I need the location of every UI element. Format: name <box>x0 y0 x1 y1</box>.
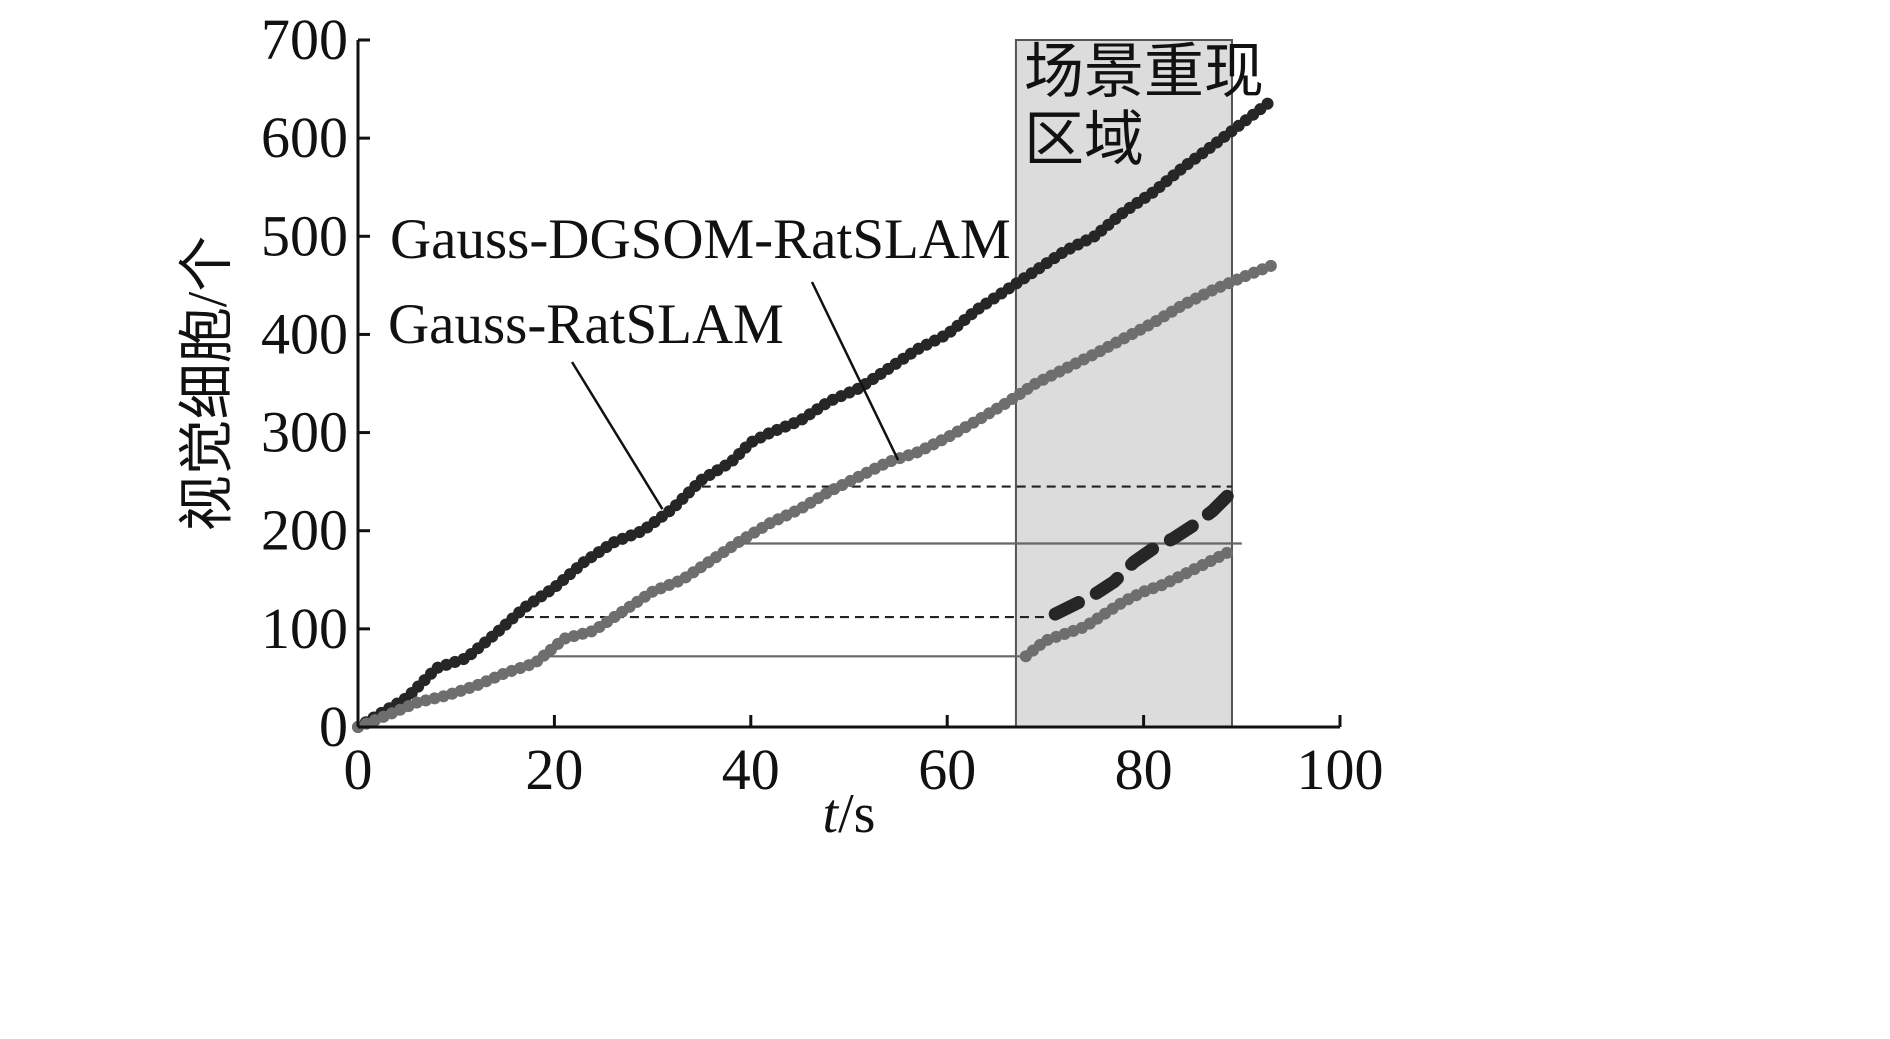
x-tick-label: 80 <box>1115 737 1173 802</box>
region-label-line2: 区域 <box>1024 107 1144 173</box>
y-tick-label: 500 <box>261 203 348 268</box>
series-line-1 <box>352 259 1278 733</box>
y-tick-label: 300 <box>261 400 348 465</box>
annotation-leader-line <box>810 281 900 461</box>
y-axis-title: 视觉细胞/个 <box>177 236 239 532</box>
x-axis-title-var: t <box>823 783 840 845</box>
y-tick-label: 0 <box>319 694 348 759</box>
x-tick-label: 60 <box>918 737 976 802</box>
y-tick-label: 100 <box>261 596 348 661</box>
x-axis-title-unit: /s <box>838 783 875 845</box>
x-tick-label: 20 <box>525 737 583 802</box>
y-tick-label: 200 <box>261 498 348 563</box>
series-group <box>352 94 1278 733</box>
y-tick-label: 400 <box>261 301 348 366</box>
series-line-3 <box>1019 544 1238 663</box>
annotation-leader-line <box>570 361 664 510</box>
y-tick-label: 700 <box>261 7 348 72</box>
reference-lines <box>524 485 1242 658</box>
series-annotation-label: Gauss-DGSOM-RatSLAM <box>390 208 1011 271</box>
axis-ticks: 0 20 40 60 80 100 0 100 200 300 400 500 600 700 <box>261 7 1384 802</box>
series-annotation-label: Gauss-RatSLAM <box>388 293 784 356</box>
y-tick-label: 600 <box>261 105 348 170</box>
annotations: Gauss-DGSOM-RatSLAM Gauss-RatSLAM <box>388 208 1011 510</box>
series-line-0 <box>352 94 1278 733</box>
x-tick-label: 0 <box>344 737 373 802</box>
x-tick-label: 100 <box>1297 737 1384 802</box>
x-tick-label: 40 <box>722 737 780 802</box>
region-label-line1: 场景重现 <box>1024 39 1264 105</box>
x-axis-title: t/s <box>823 783 876 845</box>
series-line-2 <box>1048 485 1239 621</box>
